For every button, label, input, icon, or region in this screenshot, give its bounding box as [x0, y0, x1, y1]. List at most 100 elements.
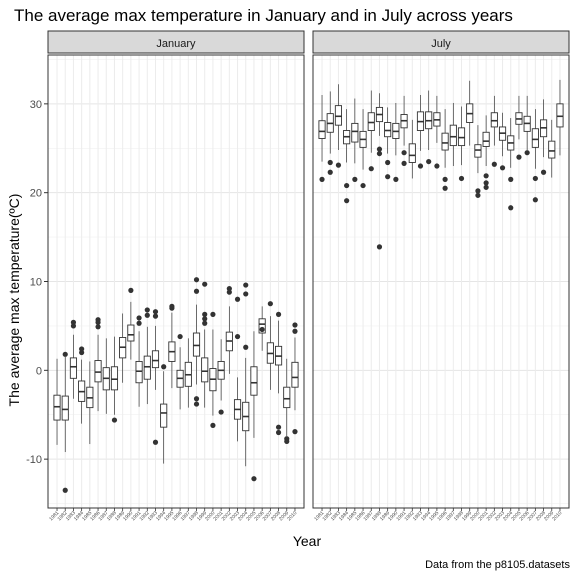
box-body: [474, 144, 482, 158]
outlier-point: [62, 351, 68, 357]
outlier-point: [275, 424, 282, 430]
box-body: [351, 122, 359, 143]
outlier-point: [327, 169, 333, 175]
outlier-point: [161, 364, 167, 370]
box-july-2008: [539, 99, 548, 175]
outlier-point: [275, 311, 282, 317]
box-january-1990: [127, 287, 135, 360]
box-body: [69, 357, 78, 379]
box-january-1992: [143, 307, 151, 405]
outlier-point: [136, 320, 142, 326]
outlier-point: [234, 296, 241, 302]
outlier-point: [234, 333, 241, 340]
box-january-2002: [225, 286, 233, 374]
box-body: [291, 361, 299, 388]
outlier-point: [193, 288, 200, 294]
outlier-point: [491, 161, 497, 167]
box-body: [61, 395, 69, 421]
box-january-1989: [119, 313, 127, 383]
panel-border: [312, 54, 570, 509]
outlier-point: [95, 324, 101, 330]
y-tick-label: 20: [30, 188, 42, 200]
facet-panels: -10 0 10 20 30 January19811982198319841985198…: [26, 30, 570, 522]
box-january-1981: [53, 358, 61, 445]
facet-panel-january: January198119821983198419851986198719881…: [47, 30, 305, 522]
box-july-2004: [507, 118, 515, 211]
box-january-1995: [168, 303, 176, 389]
outlier-point: [532, 197, 538, 203]
box-july-2002: [490, 95, 498, 167]
box-body: [127, 324, 135, 342]
box-july-1993: [416, 94, 425, 169]
box-body: [531, 128, 539, 148]
box-january-2003: [233, 296, 242, 442]
box-july-2005: [515, 95, 523, 160]
outlier-point: [111, 417, 118, 423]
outlier-point: [243, 291, 249, 297]
x-axis-title: Year: [293, 533, 322, 549]
outlier-point: [243, 344, 249, 350]
outlier-point: [516, 154, 522, 160]
outlier-point: [483, 173, 489, 179]
outlier-point: [319, 176, 325, 182]
outlier-point: [210, 422, 216, 428]
box-july-1981: [318, 94, 326, 182]
box-body: [408, 143, 416, 163]
x-tick-label: 2010: [286, 510, 298, 522]
outlier-point: [442, 185, 448, 191]
outlier-point: [226, 286, 232, 292]
y-axis-title: The average max temperature(ºC): [6, 194, 22, 407]
box-body: [283, 386, 291, 409]
box-body: [449, 124, 457, 147]
outlier-point: [79, 346, 85, 352]
box-july-1997: [449, 102, 457, 167]
outlier-point: [344, 182, 350, 189]
box-january-2009: [283, 358, 291, 444]
outlier-point: [508, 205, 514, 211]
box-january-2000: [209, 311, 217, 428]
outlier-point: [169, 303, 175, 309]
box-body: [334, 105, 343, 126]
box-body: [367, 112, 375, 131]
chart-title: The average max temperature in January a…: [14, 6, 513, 25]
box-january-1993: [151, 309, 160, 445]
outlier-point: [210, 311, 216, 317]
box-july-2010: [556, 79, 564, 156]
outlier-point: [376, 146, 383, 152]
box-july-2007: [531, 109, 539, 203]
outlier-point: [442, 176, 448, 182]
box-july-1984: [343, 109, 351, 204]
outlier-point: [128, 287, 134, 293]
outlier-point: [376, 244, 383, 250]
outlier-point: [292, 322, 298, 328]
caption: Data from the p8105.datasets: [425, 559, 570, 571]
outlier-point: [458, 175, 465, 182]
box-body: [110, 366, 119, 391]
box-july-1986: [359, 109, 367, 189]
box-july-1992: [408, 119, 416, 179]
box-body: [548, 140, 556, 159]
box-body: [318, 120, 326, 139]
outlier-point: [483, 180, 489, 186]
outlier-point: [152, 313, 159, 319]
outlier-point: [193, 396, 200, 402]
outlier-point: [193, 277, 200, 283]
outlier-point: [385, 174, 391, 180]
box-body: [250, 366, 258, 396]
box-january-1988: [110, 336, 119, 423]
outlier-point: [292, 429, 298, 435]
box-body: [556, 103, 564, 128]
box-july-1988: [375, 93, 384, 250]
box-july-1990: [392, 102, 400, 182]
y-tick-label: 10: [30, 277, 42, 289]
y-tick-label: 30: [30, 99, 42, 111]
outlier-point: [327, 159, 333, 166]
box-july-2006: [523, 95, 531, 156]
facet-strip: [47, 30, 305, 54]
box-body: [135, 360, 143, 384]
facet-strip-label: July: [431, 38, 451, 50]
outlier-point: [475, 188, 481, 194]
outlier-point: [251, 476, 257, 482]
box-july-1995: [433, 95, 441, 169]
